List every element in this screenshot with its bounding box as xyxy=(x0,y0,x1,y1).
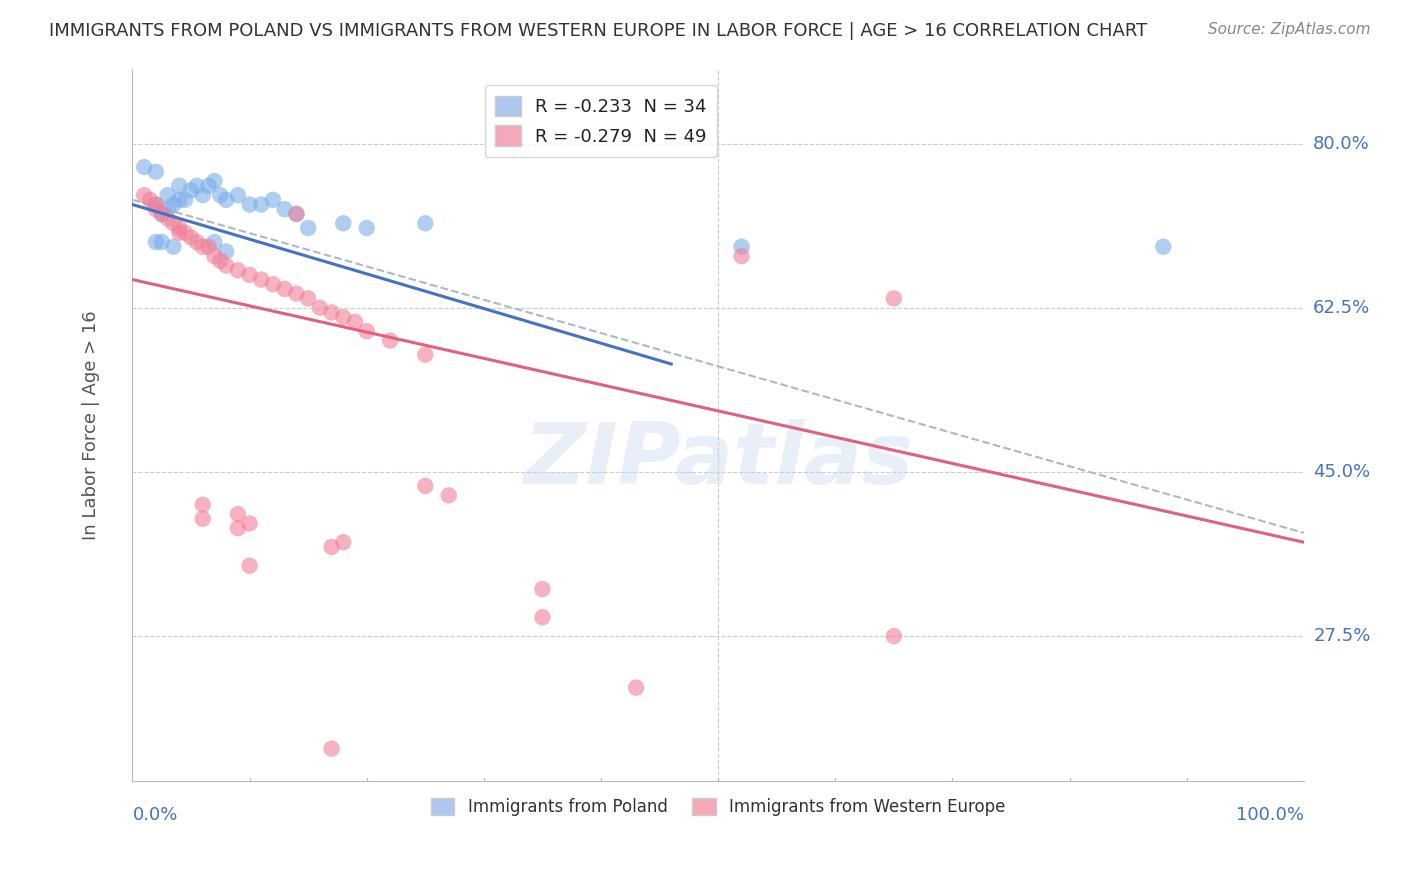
Point xyxy=(262,193,284,207)
Point xyxy=(226,188,249,202)
Point xyxy=(250,197,273,211)
Point xyxy=(624,681,647,695)
Point xyxy=(531,582,554,596)
Point xyxy=(883,291,905,305)
Point xyxy=(215,193,238,207)
Point xyxy=(186,178,208,193)
Point xyxy=(162,240,184,254)
Point xyxy=(191,498,214,512)
Point xyxy=(191,512,214,526)
Point xyxy=(162,197,184,211)
Text: Source: ZipAtlas.com: Source: ZipAtlas.com xyxy=(1208,22,1371,37)
Text: 100.0%: 100.0% xyxy=(1236,806,1303,824)
Text: 80.0%: 80.0% xyxy=(1313,135,1369,153)
Point xyxy=(321,540,343,554)
Point xyxy=(197,178,219,193)
Point xyxy=(413,216,436,230)
Point xyxy=(156,211,179,226)
Point xyxy=(285,207,308,221)
Text: ZIPatlas: ZIPatlas xyxy=(523,419,914,502)
Point xyxy=(191,188,214,202)
Text: 45.0%: 45.0% xyxy=(1313,463,1371,481)
Point xyxy=(145,164,167,178)
Point xyxy=(145,197,167,211)
Point xyxy=(239,516,262,531)
Point xyxy=(145,235,167,249)
Point xyxy=(356,324,378,338)
Point xyxy=(332,310,354,324)
Point xyxy=(150,207,173,221)
Point xyxy=(343,315,366,329)
Point xyxy=(274,282,297,296)
Point xyxy=(169,221,191,235)
Point xyxy=(209,253,232,268)
Point xyxy=(226,521,249,535)
Point xyxy=(150,207,173,221)
Point xyxy=(239,197,262,211)
Point xyxy=(250,272,273,286)
Point xyxy=(169,178,191,193)
Point xyxy=(169,193,191,207)
Point xyxy=(215,259,238,273)
Text: 0.0%: 0.0% xyxy=(132,806,177,824)
Point xyxy=(437,488,460,502)
Point xyxy=(134,160,156,174)
Point xyxy=(145,202,167,217)
Point xyxy=(169,226,191,240)
Point xyxy=(730,240,752,254)
Point xyxy=(174,226,197,240)
Point xyxy=(226,507,249,521)
Point xyxy=(186,235,208,249)
Point xyxy=(180,230,202,244)
Point xyxy=(332,535,354,549)
Point xyxy=(204,174,226,188)
Point xyxy=(226,263,249,277)
Point xyxy=(285,207,308,221)
Point xyxy=(204,249,226,263)
Legend: Immigrants from Poland, Immigrants from Western Europe: Immigrants from Poland, Immigrants from … xyxy=(425,791,1012,823)
Point xyxy=(356,221,378,235)
Point xyxy=(531,610,554,624)
Text: IMMIGRANTS FROM POLAND VS IMMIGRANTS FROM WESTERN EUROPE IN LABOR FORCE | AGE > : IMMIGRANTS FROM POLAND VS IMMIGRANTS FRO… xyxy=(49,22,1147,40)
Point xyxy=(262,277,284,292)
Point xyxy=(321,741,343,756)
Point xyxy=(285,286,308,301)
Point xyxy=(883,629,905,643)
Point xyxy=(378,334,401,348)
Point xyxy=(332,216,354,230)
Point xyxy=(174,193,197,207)
Point xyxy=(321,305,343,319)
Point xyxy=(413,479,436,493)
Point xyxy=(145,197,167,211)
Point xyxy=(730,249,752,263)
Point xyxy=(209,188,232,202)
Point xyxy=(308,301,330,315)
Point xyxy=(239,268,262,282)
Point xyxy=(197,240,219,254)
Point xyxy=(156,202,179,217)
Text: 27.5%: 27.5% xyxy=(1313,627,1371,645)
Point xyxy=(180,184,202,198)
Point xyxy=(156,188,179,202)
Point xyxy=(239,558,262,573)
Point xyxy=(204,235,226,249)
Point xyxy=(134,188,156,202)
Point xyxy=(150,235,173,249)
Point xyxy=(1152,240,1174,254)
Point xyxy=(297,221,319,235)
Point xyxy=(191,240,214,254)
Point xyxy=(215,244,238,259)
Text: 62.5%: 62.5% xyxy=(1313,299,1371,317)
Point xyxy=(413,348,436,362)
Text: In Labor Force | Age > 16: In Labor Force | Age > 16 xyxy=(83,310,100,540)
Point xyxy=(297,291,319,305)
Point xyxy=(274,202,297,217)
Point xyxy=(139,193,162,207)
Point xyxy=(162,216,184,230)
